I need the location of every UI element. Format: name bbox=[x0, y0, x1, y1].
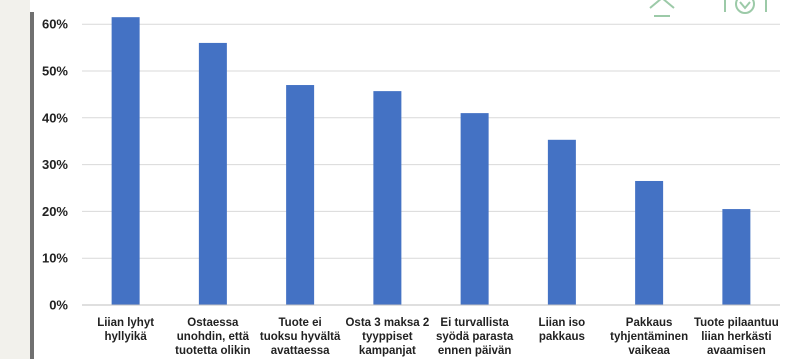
bar bbox=[722, 209, 751, 305]
bar bbox=[111, 17, 140, 306]
x-tick-label: Ei turvallista syödä parasta ennen päivän bbox=[436, 317, 514, 357]
x-tick-label: Liian lyhyt hyllyikä bbox=[97, 317, 154, 343]
y-tick-label: 50% bbox=[42, 64, 68, 79]
x-tick-label: Ostaessa unohdin, että tuotetta olikin bbox=[175, 317, 250, 357]
bar bbox=[547, 139, 576, 305]
bar bbox=[635, 180, 664, 305]
left-rule bbox=[30, 12, 34, 359]
bar bbox=[286, 85, 315, 305]
bar bbox=[373, 91, 402, 306]
x-tick-label: Liian iso pakkaus bbox=[539, 317, 586, 343]
x-axis-labels: Liian lyhyt hyllyikä Ostaessa unohdin, että… bbox=[97, 317, 779, 357]
bars bbox=[111, 17, 751, 306]
x-tick-label: Osta 3 maksa 2 tyyppiset kampanjat bbox=[345, 317, 429, 357]
left-panel bbox=[0, 0, 30, 359]
y-tick-label: 30% bbox=[42, 157, 68, 172]
y-tick-label: 0% bbox=[49, 298, 68, 313]
y-tick-label: 10% bbox=[42, 251, 68, 266]
y-tick-label: 20% bbox=[42, 204, 68, 219]
y-axis-ticks: 0% 10% 20% 30% 40% 50% 60% bbox=[42, 17, 68, 313]
y-tick-label: 60% bbox=[42, 17, 68, 32]
gridlines bbox=[82, 23, 780, 259]
x-tick-label: Tuote pilaantuu liian herkästi avaamisen bbox=[694, 317, 779, 357]
logo-graphic bbox=[649, 0, 767, 17]
y-tick-label: 40% bbox=[42, 110, 68, 125]
bar bbox=[198, 42, 227, 306]
x-tick-label: Pakkaus tyhjentäminen vaikeaa bbox=[610, 317, 688, 357]
bar bbox=[460, 113, 489, 306]
x-tick-label: Tuote ei tuoksu hyvältä avattaessa bbox=[260, 317, 341, 357]
